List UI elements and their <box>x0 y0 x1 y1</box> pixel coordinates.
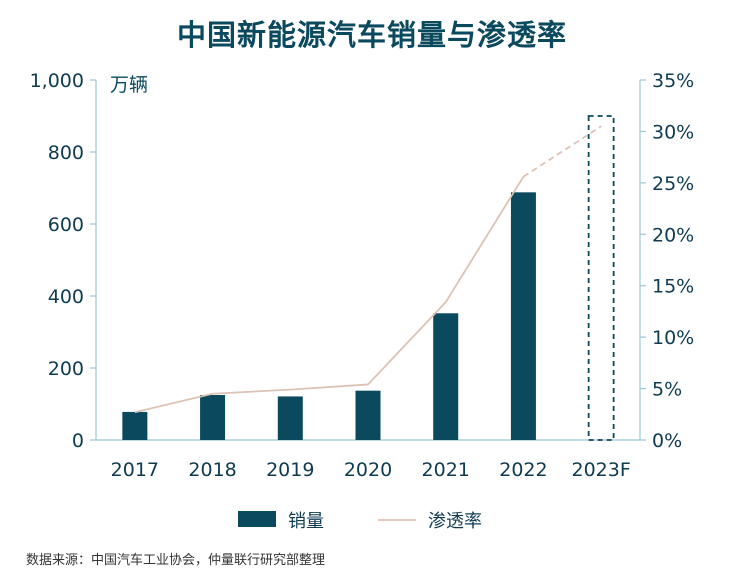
left-tick-label: 600 <box>48 214 84 236</box>
x-tick-label: 2020 <box>344 459 392 481</box>
right-tick-label: 10% <box>652 327 694 349</box>
right-tick-label: 25% <box>652 173 694 195</box>
bar-projection-outline <box>587 115 615 441</box>
legend-label-line: 渗透率 <box>428 511 482 532</box>
bar-2022 <box>510 192 536 440</box>
x-tick-label: 2018 <box>188 459 236 481</box>
right-tick-label: 5% <box>652 379 682 401</box>
penetration-line-forecast <box>522 125 602 178</box>
right-tick-label: 30% <box>652 121 694 143</box>
x-tick-label: 2021 <box>422 459 470 481</box>
legend-label-bar: 销量 <box>288 511 324 532</box>
x-tick-label: 2023F <box>571 459 630 481</box>
bar-2021 <box>433 313 459 440</box>
right-tick-label: 35% <box>652 70 694 92</box>
right-tick-label: 20% <box>652 224 694 246</box>
right-tick-label: 15% <box>652 276 694 298</box>
left-tick-label: 1,000 <box>30 70 84 92</box>
left-tick-label: 400 <box>48 286 84 308</box>
right-tick-label: 0% <box>652 430 682 452</box>
x-tick-label: 2019 <box>266 459 314 481</box>
bar-2017 <box>122 411 148 440</box>
x-tick-label: 2022 <box>499 459 547 481</box>
bar-2019 <box>277 396 303 440</box>
bar-2020 <box>355 390 381 440</box>
source-note: 数据来源：中国汽车工业协会，仲量联行研究部整理 <box>26 553 326 568</box>
left-axis-unit: 万辆 <box>110 74 149 96</box>
left-tick-label: 200 <box>48 358 84 380</box>
bar-2018 <box>200 395 226 440</box>
chart-title: 中国新能源汽车销量与渗透率 <box>176 18 567 52</box>
left-tick-label: 800 <box>48 142 84 164</box>
legend-swatch-bar <box>238 511 276 527</box>
x-tick-label: 2017 <box>111 459 159 481</box>
penetration-line <box>134 176 525 414</box>
left-tick-label: 0 <box>72 430 84 452</box>
